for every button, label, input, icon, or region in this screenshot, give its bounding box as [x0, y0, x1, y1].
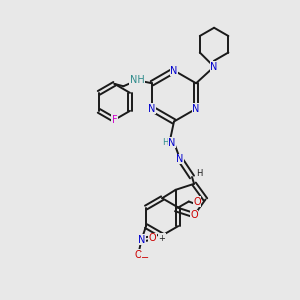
Text: N: N [176, 154, 184, 164]
Text: H: H [196, 169, 203, 178]
Text: −: − [141, 253, 149, 262]
Text: N: N [168, 137, 175, 148]
Text: O: O [193, 196, 201, 206]
Text: N: N [170, 65, 178, 76]
Text: O: O [135, 250, 142, 260]
Text: +: + [159, 234, 166, 243]
Text: O: O [190, 210, 198, 220]
Text: N: N [192, 104, 200, 114]
Text: N: N [210, 62, 218, 72]
Text: NH: NH [130, 75, 144, 85]
Text: H: H [162, 138, 168, 147]
Text: N: N [148, 104, 156, 114]
Text: O: O [149, 233, 157, 243]
Text: F: F [112, 115, 117, 125]
Text: N: N [138, 235, 145, 244]
